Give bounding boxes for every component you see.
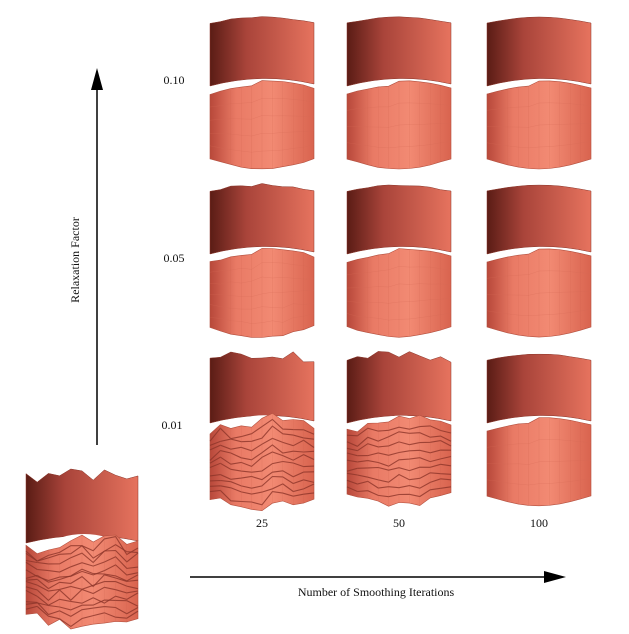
mesh-r0.01-i25 [209,351,315,512]
mesh-r0.05-i100 [486,184,592,338]
row-label-0.01: 0.01 [162,418,183,432]
mesh-r0.10-i100 [486,16,592,170]
mesh-renderings [25,16,592,630]
mesh-r0.10-i25 [209,16,315,170]
y-axis-label: Relaxation Factor [68,217,82,303]
mesh-r0.05-i50 [346,184,452,338]
y-axis-arrow [91,68,103,445]
mesh-r0.10-i50 [346,16,452,170]
row-label-0.05: 0.05 [164,251,185,265]
mesh-r0.01-i50 [346,351,452,507]
mesh-r0.01-i100 [486,353,592,507]
original-noisy-mesh [25,468,139,630]
x-axis-label: Number of Smoothing Iterations [298,585,455,599]
row-label-0.10: 0.10 [164,73,185,87]
x-axis-arrow [190,571,566,583]
col-label-50: 50 [393,516,405,530]
mesh-r0.05-i25 [209,183,315,338]
col-label-100: 100 [530,516,548,530]
col-label-25: 25 [256,516,268,530]
